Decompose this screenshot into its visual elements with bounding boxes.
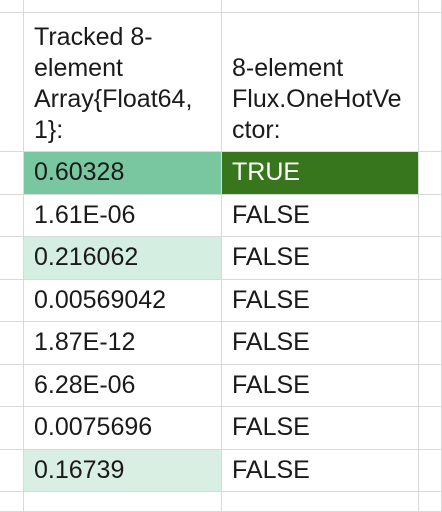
array-value-text: 0.216062 [34,243,139,272]
cell-right-edge[interactable] [419,279,442,322]
cell-bottom-array[interactable] [24,492,222,512]
cell-bottom-onehot[interactable] [222,492,419,512]
cell-right-edge[interactable] [419,449,442,492]
array-value-text: 0.60328 [34,158,125,187]
array-value-cell[interactable]: 0.60328 [24,152,222,195]
onehot-value-cell[interactable]: FALSE [222,364,419,407]
onehot-value-cell[interactable]: FALSE [222,407,419,450]
onehot-value-text: FALSE [232,413,310,442]
cell-top-array[interactable] [24,0,222,13]
onehot-value-cell[interactable]: FALSE [222,322,419,365]
array-header-text: Tracked 8-element Array{Float64, 1}: [34,23,193,144]
cell-left-edge[interactable] [0,237,24,280]
array-value-cell[interactable]: 0.216062 [24,237,222,280]
cell-left-edge[interactable] [0,364,24,407]
cell-bottom-right[interactable] [419,492,442,512]
array-header-cell[interactable]: Tracked 8-element Array{Float64, 1}: [24,13,222,152]
cell-left-edge[interactable] [0,194,24,237]
onehot-value-text: FALSE [232,328,310,357]
array-value-text: 1.61E-06 [34,200,136,229]
onehot-value-text: TRUE [232,158,301,187]
cell-right-edge[interactable] [419,13,442,152]
onehot-value-text: FALSE [232,455,310,484]
onehot-value-cell[interactable]: FALSE [222,449,419,492]
cell-right-edge[interactable] [419,152,442,195]
cell-right-edge[interactable] [419,194,442,237]
onehot-value-text: FALSE [232,370,310,399]
onehot-value-cell[interactable]: FALSE [222,237,419,280]
cell-top-left[interactable] [0,0,24,13]
cell-right-edge[interactable] [419,407,442,450]
onehot-header-cell[interactable]: 8-element Flux.OneHotVector: [222,13,419,152]
cell-left-edge[interactable] [0,407,24,450]
onehot-value-text: FALSE [232,285,310,314]
array-value-cell[interactable]: 0.0075696 [24,407,222,450]
array-value-text: 1.87E-12 [34,328,136,357]
cell-right-edge[interactable] [419,322,442,365]
cell-left-edge[interactable] [0,279,24,322]
onehot-value-cell[interactable]: FALSE [222,279,419,322]
cell-bottom-left[interactable] [0,492,24,512]
array-value-cell[interactable]: 6.28E-06 [24,364,222,407]
cell-right-edge[interactable] [419,364,442,407]
cell-top-right[interactable] [419,0,442,13]
cell-left-edge[interactable] [0,449,24,492]
array-value-text: 0.00569042 [34,285,167,314]
onehot-value-cell[interactable]: FALSE [222,194,419,237]
cell-left-edge[interactable] [0,152,24,195]
array-value-cell[interactable]: 0.16739 [24,449,222,492]
array-value-text: 0.0075696 [34,413,153,442]
cell-top-onehot[interactable] [222,0,419,13]
onehot-header-text: 8-element Flux.OneHotVector: [232,54,402,144]
cell-left-edge[interactable] [0,322,24,365]
onehot-value-text: FALSE [232,200,310,229]
array-value-cell[interactable]: 1.87E-12 [24,322,222,365]
array-value-cell[interactable]: 1.61E-06 [24,194,222,237]
array-value-text: 6.28E-06 [34,370,136,399]
cell-left-edge[interactable] [0,13,24,152]
cell-right-edge[interactable] [419,237,442,280]
onehot-value-text: FALSE [232,243,310,272]
array-value-cell[interactable]: 0.00569042 [24,279,222,322]
array-value-text: 0.16739 [34,455,125,484]
onehot-value-cell[interactable]: TRUE [222,152,419,195]
